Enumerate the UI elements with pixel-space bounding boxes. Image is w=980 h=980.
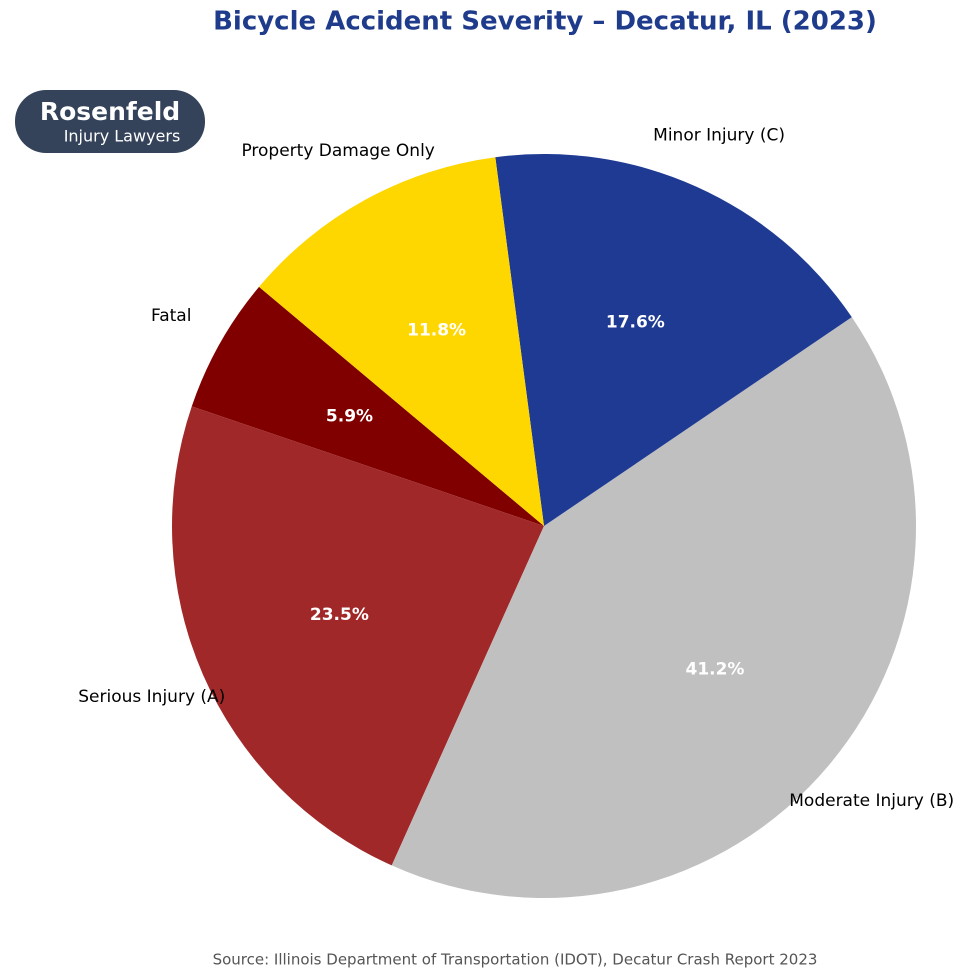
slice-label: Fatal: [151, 306, 191, 326]
logo-tagline: Injury Lawyers: [64, 127, 181, 146]
slice-label: Serious Injury (A): [78, 687, 225, 707]
pie: Fatal 5.9% Serious Injury (A) 23.5% Moderate…: [78, 126, 954, 898]
pie-slice: [391, 317, 916, 898]
logo-name: Rosenfeld: [40, 97, 180, 126]
pie-slice: [495, 154, 852, 526]
source-note: Source: Illinois Department of Transport…: [213, 951, 818, 969]
logo-badge: [15, 90, 205, 153]
slice-label: Property Damage Only: [241, 141, 434, 161]
value-label: 41.2%: [685, 659, 744, 679]
pie-slice: [191, 286, 544, 526]
pie-slice: [259, 157, 544, 527]
logo: Rosenfeld Injury Lawyers: [15, 90, 205, 153]
slice-label: Moderate Injury (B): [789, 791, 954, 811]
value-label: 5.9%: [326, 406, 373, 426]
pie-slice: [171, 406, 544, 866]
value-label: 23.5%: [310, 605, 369, 625]
value-label: 17.6%: [606, 312, 665, 332]
slice-label: Minor Injury (C): [653, 126, 785, 146]
value-label: 11.8%: [407, 320, 466, 340]
chart-title: Bicycle Accident Severity – Decatur, IL …: [213, 7, 877, 37]
